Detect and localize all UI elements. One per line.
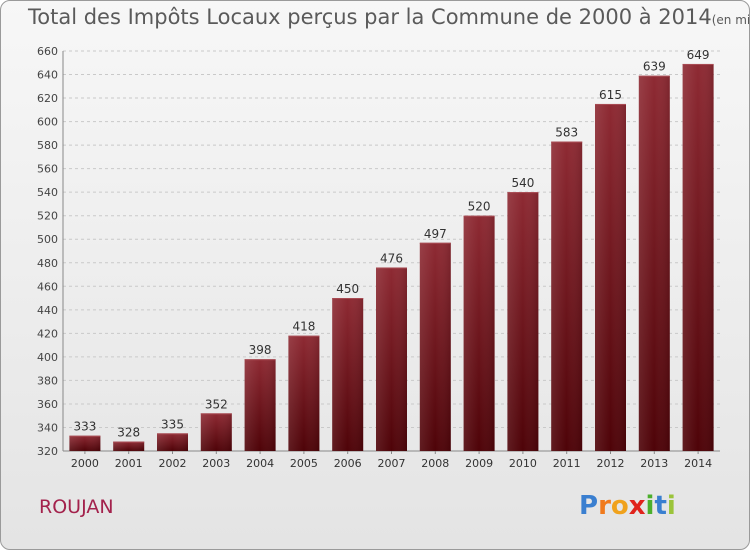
bar-shading [507,192,539,452]
y-tick-label: 640 [37,69,58,82]
data-label: 520 [468,200,491,214]
x-tick-label: 2013 [640,457,668,470]
data-label: 352 [205,397,228,411]
bar-shading [332,298,364,451]
bar-shading [595,103,626,452]
bar-shading [69,435,101,451]
proxiti-logo: Proxiti [579,491,676,521]
y-tick-label: 400 [37,351,58,364]
y-tick-label: 460 [37,280,58,293]
bar-shading [682,63,714,452]
data-label: 540 [511,176,534,190]
y-tick-label: 620 [37,92,58,105]
y-tick-label: 580 [37,139,58,152]
title-unit: (en milliers d'€) [711,13,750,27]
data-label: 583 [555,126,578,140]
x-tick-label: 2008 [421,457,449,470]
bar-shading [288,335,320,451]
bar-shading [419,242,451,451]
y-tick-label: 600 [37,116,58,129]
x-tick-label: 2002 [159,457,187,470]
y-tick-label: 340 [37,421,58,434]
data-label: 649 [687,48,710,62]
y-tick-label: 360 [37,398,58,411]
bar-shading [200,413,232,451]
x-tick-label: 2014 [684,457,712,470]
y-tick-label: 440 [37,304,58,317]
data-label: 398 [249,343,272,357]
x-tick-label: 2010 [509,457,537,470]
chart-title: Total des Impôts Locaux perçus par la Co… [28,5,750,29]
logo-letter: t [654,491,667,521]
logo-letter: P [579,491,599,521]
y-tick-label: 660 [37,45,58,58]
data-label: 328 [117,426,140,440]
x-tick-label: 2011 [553,457,581,470]
logo-letter: i [645,491,655,521]
y-tick-label: 560 [37,163,58,176]
y-tick-label: 320 [37,445,58,458]
data-label: 497 [424,227,447,241]
bar-shading [244,359,276,451]
bar-shading [157,433,188,451]
bar-shading [376,267,407,451]
x-tick-label: 2009 [465,457,493,470]
bar-shading [638,75,670,452]
y-tick-label: 500 [37,233,58,246]
data-label: 418 [292,320,315,334]
title-text: Total des Impôts Locaux perçus par la Co… [28,5,712,29]
y-tick-label: 480 [37,257,58,270]
x-tick-label: 2005 [290,457,318,470]
logo-letter: i [666,491,676,521]
data-label: 335 [161,417,184,431]
bar-shading [113,441,145,451]
x-tick-label: 2001 [115,457,143,470]
y-tick-label: 520 [37,210,58,223]
y-tick-label: 380 [37,374,58,387]
logo-letter: x [628,491,646,521]
data-label: 476 [380,251,403,265]
data-label: 450 [336,282,359,296]
bar-shading [463,215,495,451]
x-tick-label: 2007 [378,457,406,470]
data-label: 333 [73,420,96,434]
data-label: 615 [599,88,622,102]
commune-name: ROUJAN [39,496,114,518]
bar-shading [551,141,583,451]
logo-letter: o [610,491,629,521]
x-tick-label: 2006 [334,457,362,470]
x-tick-label: 2000 [71,457,99,470]
x-tick-label: 2004 [246,457,274,470]
logo-letter: r [598,491,611,521]
data-label: 639 [643,60,666,74]
x-tick-label: 2012 [597,457,625,470]
x-tick-label: 2003 [202,457,230,470]
y-tick-label: 420 [37,327,58,340]
y-tick-label: 540 [37,186,58,199]
